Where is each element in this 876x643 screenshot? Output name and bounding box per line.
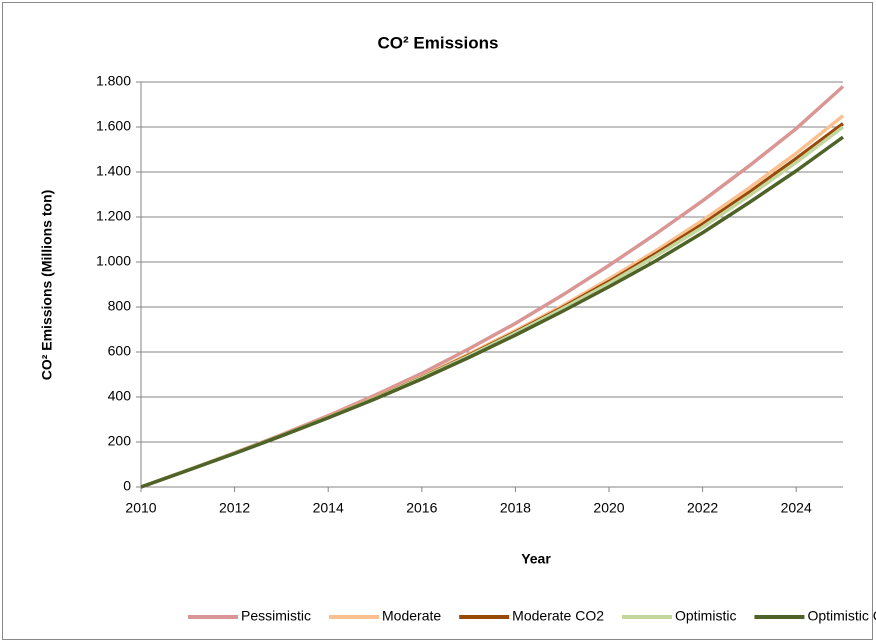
legend-label: Moderate <box>382 608 441 624</box>
x-axis-label: Year <box>521 551 551 567</box>
y-tick-label: 800 <box>108 298 132 314</box>
x-tick-label: 2012 <box>219 500 250 516</box>
x-tick-label: 2022 <box>687 500 718 516</box>
legend-label: Optimistic CO2 <box>807 608 876 624</box>
legend-label: Moderate CO2 <box>512 608 604 624</box>
y-tick-label: 1.600 <box>96 118 131 134</box>
y-tick-label: 1.200 <box>96 208 131 224</box>
series-line <box>140 135 845 489</box>
y-tick-label: 0 <box>123 478 131 494</box>
y-tick-label: 400 <box>108 388 132 404</box>
x-tick-label: 2024 <box>781 500 812 516</box>
x-tick-label: 2016 <box>406 500 437 516</box>
y-axis-label: CO² Emissions (Millions ton) <box>39 190 55 381</box>
x-tick-label: 2014 <box>313 500 344 516</box>
y-tick-label: 600 <box>108 343 132 359</box>
x-tick-label: 2018 <box>500 500 531 516</box>
y-tick-label: 1.800 <box>96 73 131 89</box>
legend-label: Optimistic <box>675 608 736 624</box>
x-tick-label: 2010 <box>125 500 156 516</box>
x-tick-label: 2020 <box>593 500 624 516</box>
y-tick-label: 1.400 <box>96 163 131 179</box>
legend-label: Pessimistic <box>241 608 311 624</box>
chart-title: CO² Emissions <box>378 33 499 52</box>
y-tick-label: 1.000 <box>96 253 131 269</box>
y-tick-label: 200 <box>108 433 132 449</box>
